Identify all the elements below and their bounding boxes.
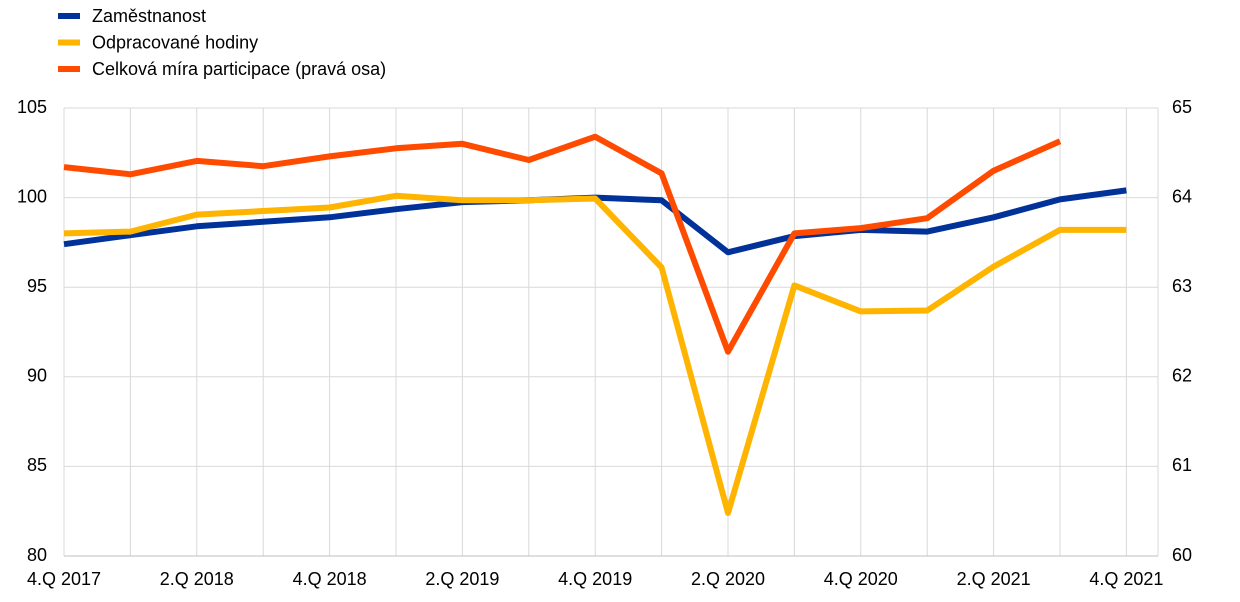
y2-tick-label: 62 bbox=[1172, 366, 1192, 386]
x-tick-label: 4.Q 2021 bbox=[1089, 569, 1163, 589]
y-tick-label: 95 bbox=[27, 276, 47, 296]
y2-tick-label: 63 bbox=[1172, 276, 1192, 296]
x-tick-label: 4.Q 2019 bbox=[558, 569, 632, 589]
y2-tick-label: 60 bbox=[1172, 545, 1192, 565]
x-tick-label: 4.Q 2020 bbox=[824, 569, 898, 589]
series-line bbox=[63, 133, 1062, 355]
series-line bbox=[63, 192, 1127, 516]
x-tick-label: 2.Q 2019 bbox=[425, 569, 499, 589]
y2-tick-label: 64 bbox=[1172, 186, 1192, 206]
legend-label: Odpracované hodiny bbox=[92, 32, 258, 52]
legend-label: Zaměstnanost bbox=[92, 6, 206, 26]
x-tick-label: 2.Q 2021 bbox=[957, 569, 1031, 589]
x-tick-label: 2.Q 2020 bbox=[691, 569, 765, 589]
x-tick-label: 2.Q 2018 bbox=[160, 569, 234, 589]
x-tick-label: 4.Q 2017 bbox=[27, 569, 101, 589]
y-tick-label: 105 bbox=[17, 97, 47, 117]
y-tick-label: 85 bbox=[27, 455, 47, 475]
y2-tick-label: 61 bbox=[1172, 455, 1192, 475]
y-tick-label: 80 bbox=[27, 545, 47, 565]
y2-tick-label: 65 bbox=[1172, 97, 1192, 117]
y-tick-label: 90 bbox=[27, 366, 47, 386]
legend-label: Celková míra participace (pravá osa) bbox=[92, 59, 386, 79]
x-tick-label: 4.Q 2018 bbox=[293, 569, 367, 589]
y-tick-label: 100 bbox=[17, 186, 47, 206]
